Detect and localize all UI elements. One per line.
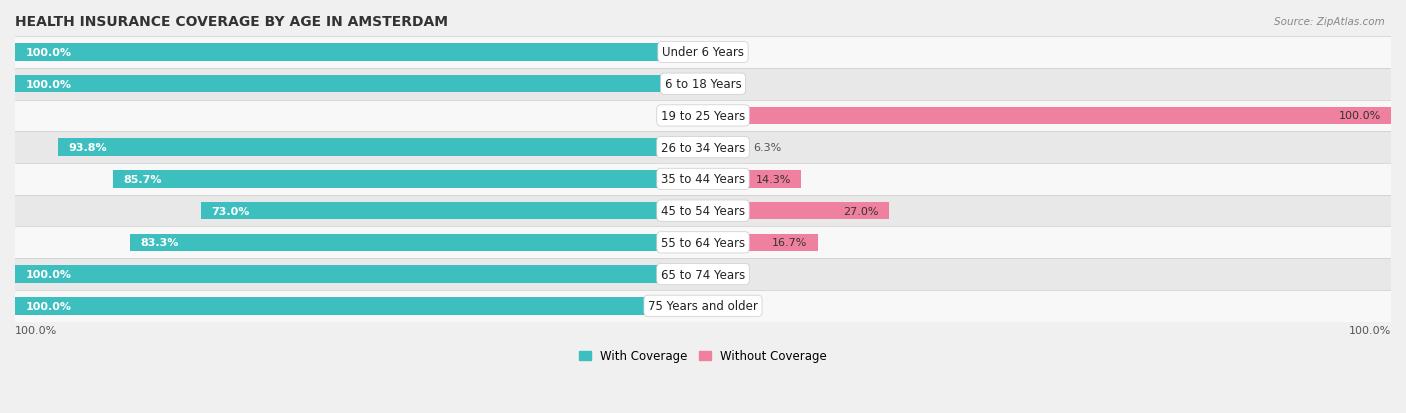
FancyBboxPatch shape: [15, 37, 1391, 69]
Text: 0.0%: 0.0%: [717, 80, 745, 90]
Bar: [15, 297, 703, 315]
Text: 100.0%: 100.0%: [25, 80, 72, 90]
Text: HEALTH INSURANCE COVERAGE BY AGE IN AMSTERDAM: HEALTH INSURANCE COVERAGE BY AGE IN AMST…: [15, 15, 449, 29]
FancyBboxPatch shape: [15, 100, 1391, 132]
FancyBboxPatch shape: [15, 259, 1391, 290]
Text: 14.3%: 14.3%: [755, 174, 792, 185]
Text: 0.0%: 0.0%: [717, 48, 745, 58]
Text: 100.0%: 100.0%: [25, 301, 72, 311]
Legend: With Coverage, Without Coverage: With Coverage, Without Coverage: [574, 345, 832, 367]
Bar: [15, 76, 703, 93]
FancyBboxPatch shape: [15, 132, 1391, 164]
FancyBboxPatch shape: [15, 227, 1391, 259]
Bar: [15, 266, 703, 283]
Text: Under 6 Years: Under 6 Years: [662, 46, 744, 59]
Text: 100.0%: 100.0%: [1339, 111, 1381, 121]
Bar: [58, 139, 703, 157]
Bar: [703, 139, 747, 157]
Text: 65 to 74 Years: 65 to 74 Years: [661, 268, 745, 281]
Bar: [114, 171, 703, 188]
Text: 55 to 64 Years: 55 to 64 Years: [661, 236, 745, 249]
Text: 100.0%: 100.0%: [25, 269, 72, 280]
FancyBboxPatch shape: [15, 69, 1391, 100]
Text: 100.0%: 100.0%: [1348, 326, 1391, 336]
Bar: [703, 234, 818, 252]
Text: 85.7%: 85.7%: [124, 174, 162, 185]
Text: 93.8%: 93.8%: [67, 143, 107, 153]
Bar: [703, 171, 801, 188]
Text: 0.0%: 0.0%: [717, 269, 745, 280]
Text: 6 to 18 Years: 6 to 18 Years: [665, 78, 741, 91]
Text: 0.0%: 0.0%: [717, 301, 745, 311]
FancyBboxPatch shape: [15, 290, 1391, 322]
Text: 16.7%: 16.7%: [772, 238, 807, 248]
Text: 35 to 44 Years: 35 to 44 Years: [661, 173, 745, 186]
Text: 0.0%: 0.0%: [661, 111, 689, 121]
Text: Source: ZipAtlas.com: Source: ZipAtlas.com: [1274, 17, 1385, 26]
Text: 6.3%: 6.3%: [754, 143, 782, 153]
Text: 100.0%: 100.0%: [15, 326, 58, 336]
Text: 19 to 25 Years: 19 to 25 Years: [661, 110, 745, 123]
Text: 26 to 34 Years: 26 to 34 Years: [661, 141, 745, 154]
Bar: [15, 44, 703, 62]
Text: 27.0%: 27.0%: [844, 206, 879, 216]
Text: 100.0%: 100.0%: [25, 48, 72, 58]
Text: 75 Years and older: 75 Years and older: [648, 299, 758, 313]
Bar: [703, 107, 1391, 125]
Bar: [703, 202, 889, 220]
FancyBboxPatch shape: [15, 164, 1391, 195]
Bar: [129, 234, 703, 252]
Text: 45 to 54 Years: 45 to 54 Years: [661, 204, 745, 218]
FancyBboxPatch shape: [15, 195, 1391, 227]
Text: 73.0%: 73.0%: [211, 206, 249, 216]
Text: 83.3%: 83.3%: [141, 238, 179, 248]
Bar: [201, 202, 703, 220]
